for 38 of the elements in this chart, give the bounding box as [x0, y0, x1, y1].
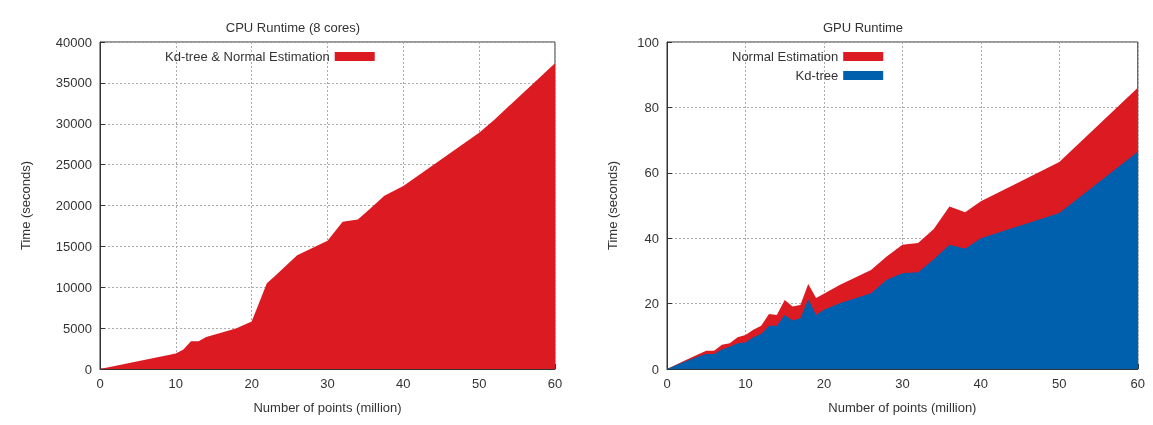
x-tick-label: 30 — [320, 376, 335, 391]
x-tick-label: 20 — [816, 376, 832, 391]
y-tick-label: 100 — [637, 34, 659, 50]
y-tick-label: 25000 — [55, 157, 92, 173]
legend-label: Kd-tree & Normal Estimation — [164, 49, 330, 64]
y-tick-label: 80 — [644, 99, 659, 115]
x-tick-label: 60 — [547, 376, 563, 391]
x-tick-label: 20 — [244, 376, 259, 391]
y-axis-title: Time (seconds) — [18, 160, 33, 251]
legend-label: Normal Estimation — [731, 49, 839, 64]
x-tick-label: 10 — [168, 376, 184, 391]
y-tick-label: 15000 — [55, 238, 92, 254]
y-tick-label: 0 — [651, 361, 659, 377]
x-tick-label: 50 — [1052, 376, 1067, 391]
y-tick-label: 40000 — [55, 34, 92, 50]
y-tick-label: 0 — [84, 361, 92, 377]
y-tick-label: 60 — [644, 165, 659, 181]
x-axis-title: Number of points (million) — [253, 400, 402, 415]
y-tick-label: 5000 — [63, 320, 92, 336]
legend-label: Kd-tree — [795, 68, 839, 83]
y-tick-label: 35000 — [55, 75, 92, 91]
x-axis-title: Number of points (million) — [828, 400, 977, 415]
x-tick-label: 0 — [96, 376, 104, 391]
y-tick-label: 20000 — [55, 198, 92, 213]
chart-title: CPU Runtime (8 cores) — [225, 20, 361, 35]
y-tick-label: 40 — [644, 230, 659, 246]
x-tick-label: 60 — [1130, 376, 1145, 391]
y-tick-label: 10000 — [55, 279, 92, 295]
y-axis-title: Time (seconds) — [605, 160, 620, 251]
y-tick-label: 20 — [644, 296, 659, 312]
x-tick-label: 40 — [396, 376, 411, 391]
x-tick-label: 50 — [471, 376, 487, 391]
x-tick-label: 10 — [738, 376, 753, 391]
chart-title: GPU Runtime — [822, 20, 904, 35]
x-tick-label: 30 — [895, 376, 910, 391]
x-tick-label: 0 — [663, 376, 671, 391]
x-tick-label: 40 — [973, 376, 989, 391]
y-tick-label: 30000 — [55, 116, 92, 132]
